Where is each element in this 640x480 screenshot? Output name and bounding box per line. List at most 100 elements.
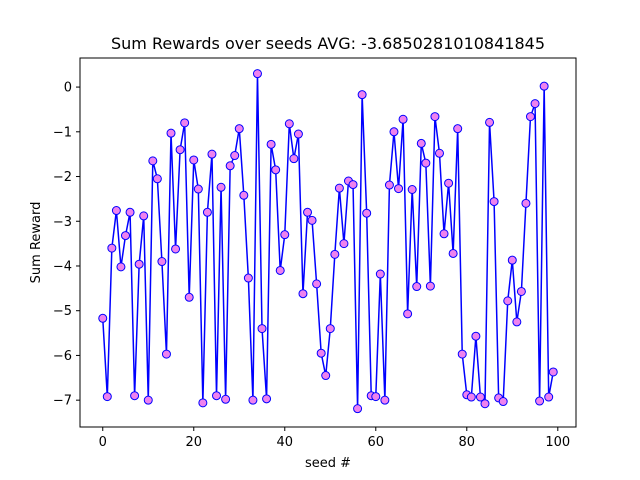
data-point (139, 211, 149, 221)
data-point (148, 156, 158, 166)
data-point (466, 392, 476, 402)
y-tick-label: −7 (53, 394, 72, 409)
data-point (403, 309, 413, 319)
data-point (475, 392, 485, 402)
data-point (485, 117, 495, 127)
data-point (321, 371, 331, 381)
data-point (143, 395, 153, 405)
data-point (375, 269, 385, 279)
data-point (166, 128, 176, 138)
data-point (252, 69, 262, 79)
data-point (384, 180, 394, 190)
data-point (389, 127, 399, 137)
x-tick-label: 20 (185, 435, 202, 450)
x-axis-label: seed # (305, 456, 351, 471)
data-point (171, 244, 181, 254)
data-point (225, 161, 235, 171)
data-point (271, 165, 281, 175)
data-point (398, 114, 408, 124)
data-point (334, 183, 344, 193)
y-axis-label: Sum Reward (29, 202, 44, 284)
y-tick-label: −3 (53, 215, 72, 230)
plot-area: 0 20 40 60 80 100 0 −1 −2 −3 −4 −5 −6 −7 (53, 57, 577, 450)
data-point (284, 119, 294, 129)
data-point (507, 255, 517, 265)
data-point (175, 145, 185, 155)
data-point (107, 243, 117, 253)
data-point (189, 155, 199, 165)
x-tick-label: 60 (368, 435, 385, 450)
data-point (293, 129, 303, 139)
data-point (207, 149, 217, 159)
data-point (407, 185, 417, 194)
data-point (530, 99, 540, 109)
data-point (239, 190, 249, 200)
data-point (498, 397, 508, 407)
axes-frame (79, 57, 577, 428)
y-axis: 0 −1 −2 −3 −4 −5 −6 −7 (53, 81, 80, 409)
data-point (535, 396, 545, 406)
data-point (212, 391, 222, 401)
data-point (221, 394, 231, 404)
data-point (448, 248, 458, 258)
data-point (234, 124, 244, 134)
data-point (275, 265, 285, 275)
x-tick-label: 40 (276, 435, 293, 450)
data-point (312, 279, 322, 289)
data-point (526, 112, 535, 122)
data-point (121, 231, 130, 241)
data-point (416, 138, 426, 148)
data-point (134, 259, 144, 269)
data-point (503, 296, 513, 306)
y-tick-label: 0 (64, 81, 72, 96)
data-point (216, 182, 226, 192)
series-markers (98, 69, 558, 414)
chart-title: Sum Rewards over seeds AVG: -3.685028101… (111, 34, 545, 53)
data-point (180, 118, 190, 128)
data-point (430, 112, 440, 122)
x-tick-label: 80 (459, 435, 476, 450)
data-point (266, 139, 276, 149)
y-tick-label: −4 (53, 259, 72, 274)
data-point (289, 154, 299, 164)
data-point (243, 273, 253, 283)
data-point (457, 349, 467, 359)
data-point (512, 317, 522, 327)
data-point (339, 239, 349, 249)
data-point (98, 313, 108, 323)
data-point (444, 178, 454, 188)
y-tick-label: −5 (53, 304, 72, 319)
y-tick-label: −1 (53, 125, 72, 140)
data-point (471, 331, 481, 341)
data-point (325, 324, 335, 334)
data-point (548, 367, 558, 377)
data-point (434, 148, 444, 158)
y-tick-label: −6 (53, 349, 72, 364)
data-point (130, 391, 140, 401)
data-point (280, 230, 290, 240)
data-point (303, 207, 313, 217)
x-tick-label: 0 (99, 435, 107, 450)
data-point (421, 158, 431, 168)
data-point (412, 282, 422, 292)
data-point (125, 207, 135, 217)
data-point (184, 292, 194, 302)
data-point (111, 206, 121, 216)
data-point (380, 395, 390, 405)
data-point (371, 392, 381, 402)
data-point (307, 215, 317, 225)
data-point (357, 90, 367, 100)
data-point (102, 392, 112, 402)
data-point (230, 151, 240, 161)
data-point (362, 208, 372, 218)
data-point (316, 348, 326, 358)
data-point (198, 398, 208, 408)
data-point (348, 180, 358, 190)
data-point (394, 184, 404, 194)
data-point (257, 324, 267, 334)
x-tick-label: 100 (545, 435, 570, 450)
data-point (521, 198, 531, 208)
data-point (480, 399, 490, 409)
x-axis: 0 20 40 60 80 100 (99, 427, 570, 450)
